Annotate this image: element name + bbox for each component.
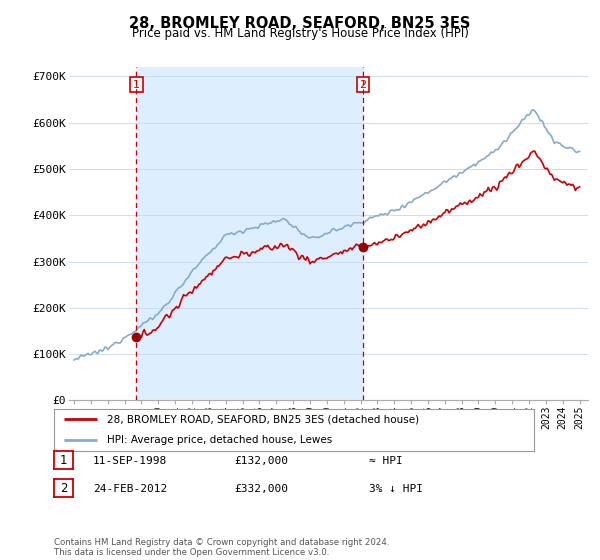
Text: Contains HM Land Registry data © Crown copyright and database right 2024.
This d: Contains HM Land Registry data © Crown c… <box>54 538 389 557</box>
Text: 1: 1 <box>60 454 67 467</box>
Text: 24-FEB-2012: 24-FEB-2012 <box>93 484 167 494</box>
Text: 1: 1 <box>133 80 140 90</box>
Bar <box>136 67 363 400</box>
Text: ≈ HPI: ≈ HPI <box>369 456 403 466</box>
Text: 3% ↓ HPI: 3% ↓ HPI <box>369 484 423 494</box>
Text: £332,000: £332,000 <box>234 484 288 494</box>
Text: 11-SEP-1998: 11-SEP-1998 <box>93 456 167 466</box>
Text: 28, BROMLEY ROAD, SEAFORD, BN25 3ES (detached house): 28, BROMLEY ROAD, SEAFORD, BN25 3ES (det… <box>107 414 419 424</box>
Text: 2: 2 <box>60 482 67 495</box>
Text: 2: 2 <box>359 80 367 90</box>
Text: £132,000: £132,000 <box>234 456 288 466</box>
Text: HPI: Average price, detached house, Lewes: HPI: Average price, detached house, Lewe… <box>107 435 332 445</box>
Text: 28, BROMLEY ROAD, SEAFORD, BN25 3ES: 28, BROMLEY ROAD, SEAFORD, BN25 3ES <box>130 16 470 31</box>
Text: Price paid vs. HM Land Registry's House Price Index (HPI): Price paid vs. HM Land Registry's House … <box>131 27 469 40</box>
